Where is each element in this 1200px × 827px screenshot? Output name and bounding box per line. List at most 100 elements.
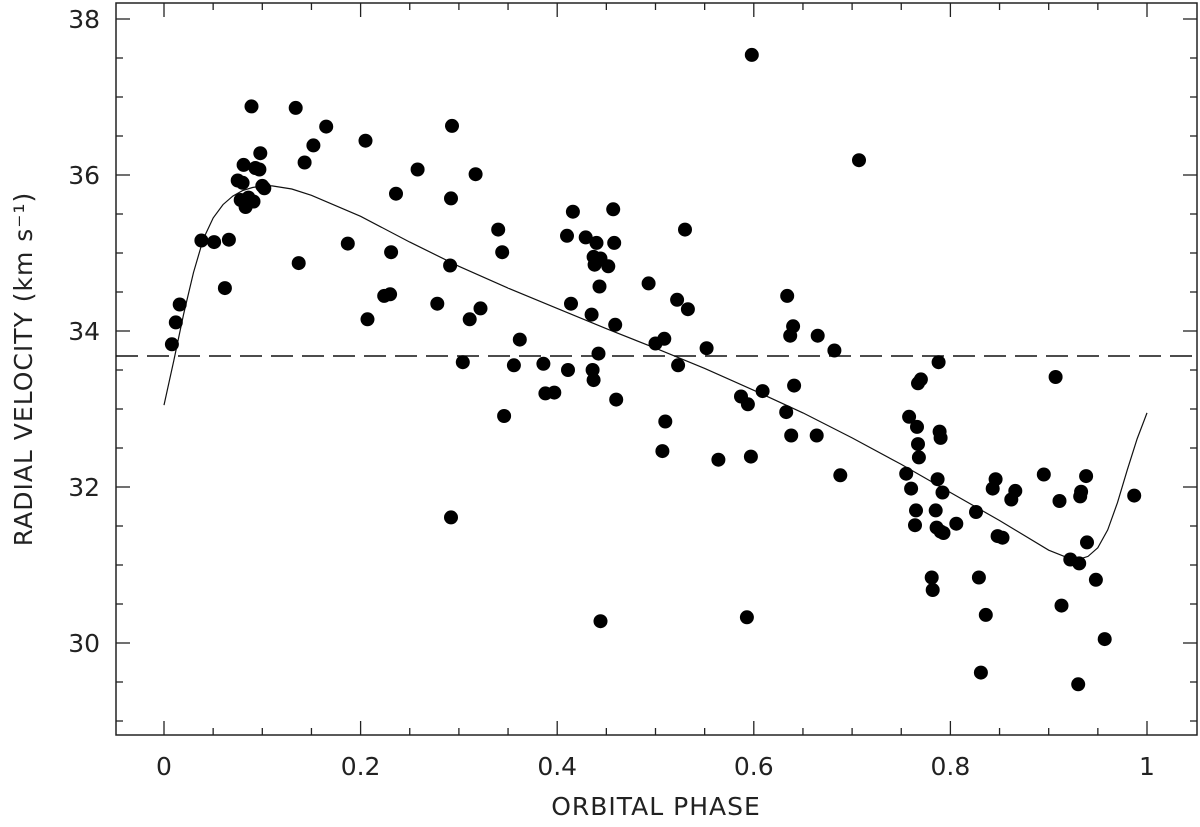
data-point (591, 346, 606, 361)
data-point (252, 162, 267, 177)
data-point (506, 358, 521, 373)
data-point (911, 437, 925, 452)
data-point (949, 516, 964, 531)
data-point (680, 302, 695, 317)
data-point (172, 297, 187, 312)
data-point (246, 194, 261, 209)
data-point (658, 414, 673, 429)
data-point (933, 430, 948, 445)
data-point (852, 153, 866, 168)
x-tick-label: 0.2 (341, 752, 381, 781)
data-point (784, 428, 799, 443)
data-point (930, 472, 945, 487)
data-point (904, 481, 919, 496)
data-point (491, 222, 506, 237)
data-point (810, 328, 825, 343)
data-point (809, 428, 824, 443)
data-point (1097, 632, 1112, 647)
y-tick-labels: 30 32 34 36 38 (68, 5, 100, 658)
data-point (678, 222, 692, 237)
x-tick-label: 0.6 (734, 752, 774, 781)
data-point (1079, 469, 1094, 484)
data-point (928, 503, 943, 518)
data-point (473, 301, 488, 316)
data-point (444, 191, 458, 206)
data-point (1127, 488, 1142, 503)
data-point (561, 363, 575, 377)
data-point (319, 119, 334, 134)
x-tick-label: 0 (156, 752, 172, 781)
data-point (578, 230, 593, 245)
data-point (455, 355, 470, 370)
data-point (291, 256, 306, 271)
data-point (564, 296, 578, 311)
data-point (221, 232, 236, 247)
data-point (207, 235, 222, 250)
data-point (924, 570, 939, 585)
data-point (1036, 467, 1051, 482)
data-point (1074, 484, 1089, 499)
data-point (995, 530, 1010, 545)
x-axis-title: ORBITAL PHASE (551, 792, 761, 821)
data-point (909, 503, 923, 518)
data-point (253, 146, 268, 161)
data-point (593, 614, 608, 629)
data-point (217, 281, 232, 296)
data-point (358, 133, 373, 148)
data-point (340, 236, 355, 251)
data-point (288, 100, 303, 115)
data-point (780, 288, 795, 303)
fit-curve (163, 185, 1148, 561)
data-point (988, 472, 1003, 487)
data-point (536, 356, 551, 371)
data-point (445, 118, 459, 133)
data-point (601, 259, 616, 274)
data-point (584, 307, 599, 322)
data-point (389, 186, 403, 201)
x-tick-label: 0.8 (931, 752, 971, 781)
data-point (671, 358, 686, 373)
data-point (297, 155, 312, 170)
data-point (969, 505, 983, 519)
data-points (164, 47, 1142, 692)
data-point (935, 485, 950, 500)
data-point (235, 175, 250, 190)
data-point (462, 312, 477, 327)
y-tick-label: 36 (68, 161, 100, 190)
data-point (657, 331, 672, 346)
data-point (978, 607, 993, 622)
data-point (699, 341, 714, 356)
data-point (585, 363, 600, 377)
x-tick-labels: 0 0.2 0.4 0.6 0.8 1 (156, 752, 1155, 781)
data-point (910, 419, 924, 434)
data-point (899, 466, 914, 481)
data-point (384, 245, 399, 260)
data-point (430, 296, 445, 311)
data-point (740, 397, 755, 412)
data-point (443, 258, 458, 273)
data-point (827, 343, 842, 358)
data-point (164, 337, 179, 352)
data-point (194, 233, 209, 248)
data-point (383, 287, 398, 302)
data-point (911, 450, 926, 465)
data-point (833, 468, 848, 483)
data-point (936, 526, 951, 540)
data-point (589, 235, 604, 250)
data-point (787, 378, 802, 393)
data-point (670, 292, 685, 307)
data-point (244, 99, 259, 114)
data-point (497, 409, 512, 423)
data-point (236, 157, 251, 172)
x-tick-label: 1 (1139, 752, 1155, 781)
data-point (925, 583, 940, 597)
data-point (547, 385, 562, 400)
y-tick-label: 32 (68, 473, 100, 502)
data-point (1048, 370, 1063, 384)
data-point (786, 319, 801, 334)
y-tick-label: 30 (68, 629, 100, 658)
data-point (410, 162, 425, 177)
data-point (743, 449, 758, 464)
data-point (495, 245, 510, 260)
data-point (608, 317, 623, 332)
